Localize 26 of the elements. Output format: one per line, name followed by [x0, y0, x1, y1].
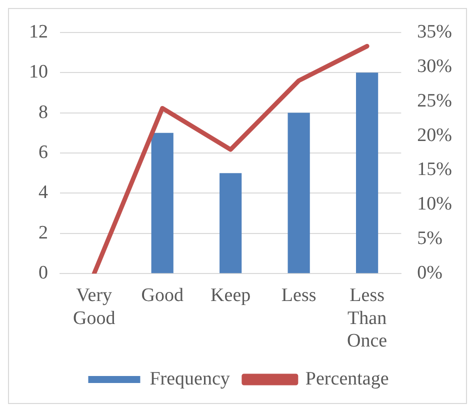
y-tick-label: 12: [29, 21, 48, 42]
y-tick-label: 2: [38, 222, 48, 244]
legend-label: Frequency: [150, 368, 230, 390]
x-tick-label: Very Good: [73, 284, 116, 329]
y2-tick-label: 35%: [417, 21, 452, 42]
x-tick-label: Good: [141, 284, 184, 306]
bar: [151, 132, 174, 274]
y-tick-label: 4: [38, 182, 48, 204]
y2-tick-label: 10%: [417, 194, 452, 215]
x-tick-label: Keep: [210, 284, 251, 306]
y-tick-label: 8: [38, 102, 48, 123]
y2-tick-label: 20%: [417, 124, 452, 146]
x-tick-label: Less Than Once: [347, 284, 388, 352]
y2-tick-label: 30%: [417, 56, 452, 77]
y2-tick-label: 5%: [417, 228, 443, 250]
y2-tick-label: 0%: [417, 262, 443, 284]
y-tick-label: 10: [29, 62, 48, 83]
y-tick-label: 0: [38, 262, 48, 284]
bar: [220, 173, 242, 274]
bar: [356, 72, 378, 274]
y-tick-label: 6: [38, 142, 48, 163]
x-tick-label: Less: [281, 284, 316, 306]
bar: [288, 112, 310, 274]
y2-tick-label: 25%: [417, 90, 452, 112]
y2-tick-label: 15%: [417, 159, 452, 180]
legend-label: Percentage: [305, 368, 389, 390]
